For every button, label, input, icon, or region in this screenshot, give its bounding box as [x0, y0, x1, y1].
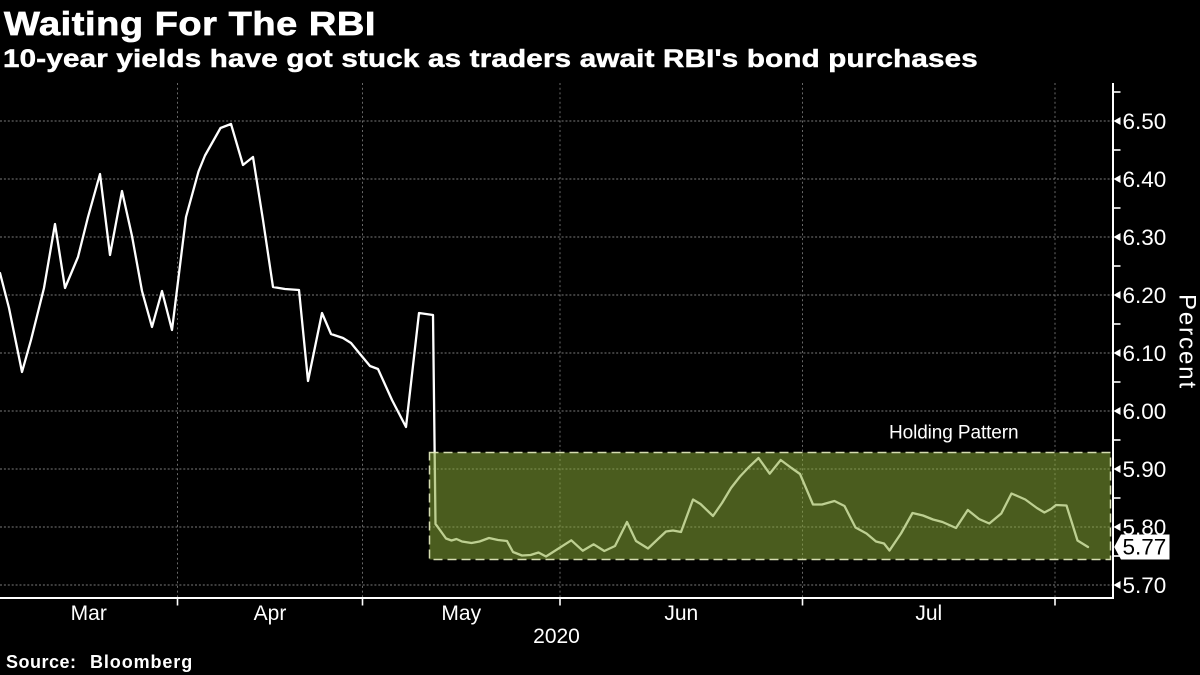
svg-text:Jul: Jul [915, 602, 942, 625]
svg-text:6.10: 6.10 [1123, 341, 1167, 366]
svg-text:5.90: 5.90 [1123, 457, 1167, 482]
svg-text:6.30: 6.30 [1123, 225, 1167, 250]
svg-text:Bloomberg: Bloomberg [90, 652, 193, 672]
svg-text:Holding Pattern: Holding Pattern [889, 423, 1018, 444]
svg-text:2020: 2020 [533, 625, 580, 648]
svg-text:May: May [441, 602, 481, 625]
svg-text:6.40: 6.40 [1123, 167, 1167, 192]
svg-text:Apr: Apr [254, 602, 287, 625]
svg-text:Waiting For The RBI: Waiting For The RBI [4, 5, 376, 42]
svg-text:6.00: 6.00 [1123, 399, 1167, 424]
svg-text:Mar: Mar [71, 602, 107, 625]
svg-text:Jun: Jun [664, 602, 698, 625]
svg-text:5.70: 5.70 [1123, 573, 1167, 598]
svg-text:Percent: Percent [1174, 294, 1200, 390]
svg-text:Source:: Source: [6, 652, 77, 672]
svg-text:6.20: 6.20 [1123, 283, 1167, 308]
svg-text:10-year yields have got stuck: 10-year yields have got stuck as traders… [3, 44, 978, 72]
svg-text:6.50: 6.50 [1123, 109, 1167, 134]
svg-text:5.77: 5.77 [1123, 535, 1167, 560]
